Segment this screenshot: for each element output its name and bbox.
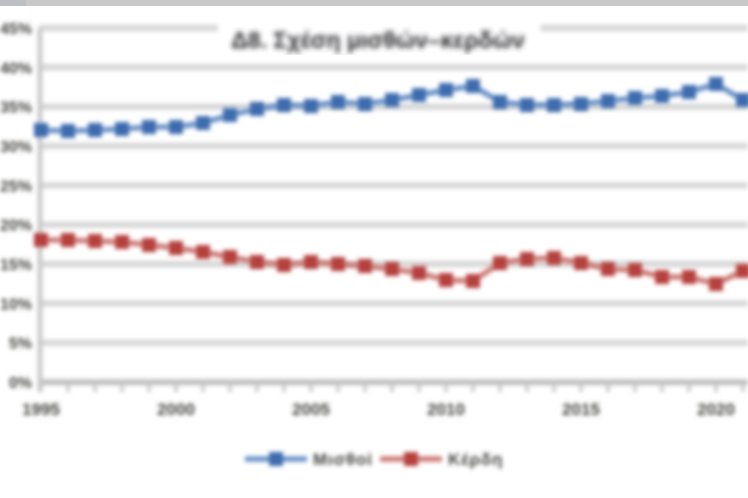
- svg-text:15%: 15%: [0, 257, 32, 274]
- svg-text:2000: 2000: [157, 400, 195, 419]
- svg-text:20%: 20%: [0, 218, 32, 235]
- svg-text:Δ8. Σχέση μισθών–κερδών: Δ8. Σχέση μισθών–κερδών: [231, 27, 524, 53]
- svg-text:2015: 2015: [562, 400, 600, 419]
- svg-text:45%: 45%: [0, 21, 32, 38]
- svg-text:30%: 30%: [0, 139, 32, 156]
- svg-text:10%: 10%: [0, 296, 32, 313]
- svg-text:5%: 5%: [9, 336, 32, 353]
- svg-text:Μισθοί: Μισθοί: [313, 450, 373, 469]
- svg-text:0%: 0%: [9, 375, 32, 392]
- svg-text:40%: 40%: [0, 60, 32, 77]
- svg-text:35%: 35%: [0, 100, 32, 117]
- svg-text:2020: 2020: [697, 400, 735, 419]
- svg-text:25%: 25%: [0, 178, 32, 195]
- svg-text:2005: 2005: [292, 400, 330, 419]
- svg-text:Κέρδη: Κέρδη: [448, 450, 503, 469]
- svg-text:1995: 1995: [22, 400, 60, 419]
- svg-text:2010: 2010: [427, 400, 465, 419]
